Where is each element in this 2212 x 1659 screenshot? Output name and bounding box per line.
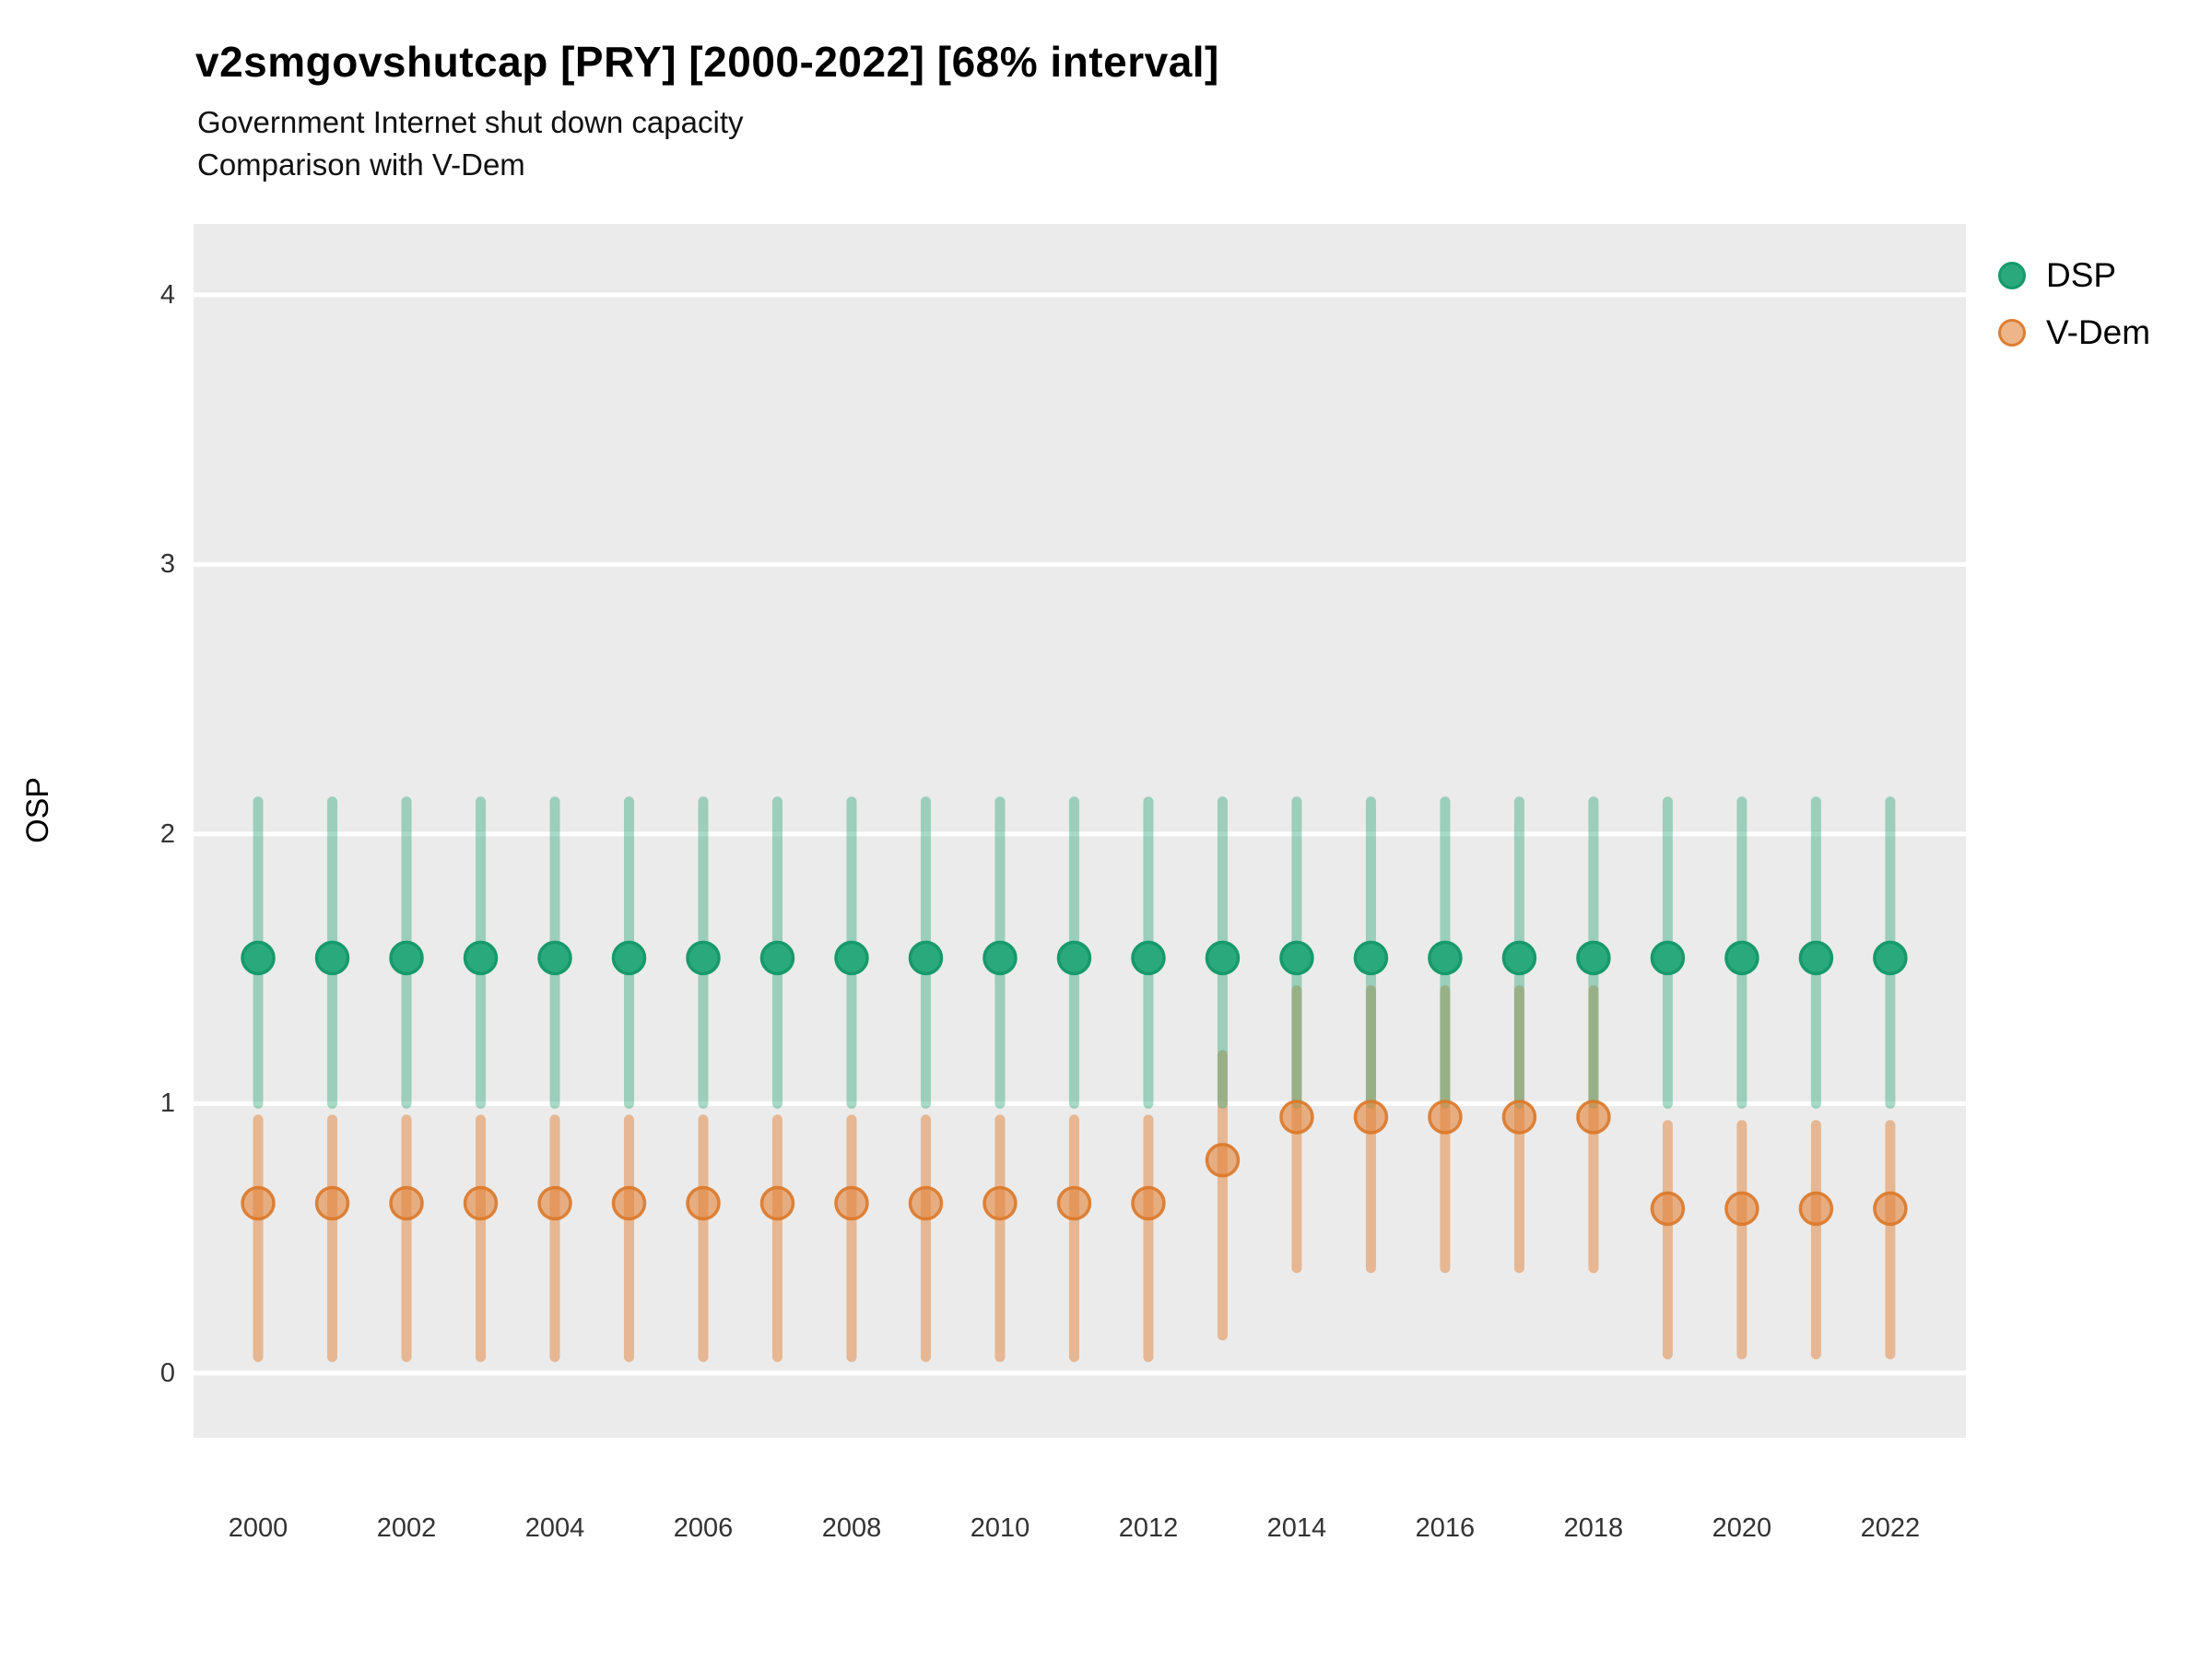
vdem-point-2008 [834, 1185, 869, 1221]
dsp-point-2016 [1428, 940, 1463, 976]
vdem-point-2010 [982, 1185, 1018, 1221]
y-tick-label-4: 4 [159, 279, 175, 310]
dsp-point-2022 [1873, 940, 1908, 976]
legend-label-dsp: DSP [2046, 256, 2117, 294]
x-tick-label-2004: 2004 [524, 1513, 585, 1543]
dsp-point-2013 [1205, 940, 1241, 976]
chart-title: v2smgovshutcap [PRY] [2000-2022] [68% in… [195, 38, 1219, 86]
vdem-point-2015 [1353, 1100, 1389, 1135]
dsp-point-2010 [982, 940, 1018, 976]
x-tick-label-2018: 2018 [1563, 1513, 1624, 1543]
vdem-point-2021 [1798, 1191, 1834, 1227]
dsp-point-2008 [834, 940, 869, 976]
dsp-point-2007 [759, 940, 795, 976]
dsp-point-2018 [1576, 940, 1611, 976]
vdem-point-2003 [463, 1185, 499, 1221]
x-tick-label-2002: 2002 [376, 1513, 437, 1543]
x-tick-label-2022: 2022 [1860, 1513, 1921, 1543]
legend-label-vdem: V-Dem [2046, 313, 2151, 351]
vdem-point-2005 [611, 1185, 647, 1221]
vdem-point-2012 [1131, 1185, 1166, 1221]
legend-item-vdem: V-Dem [1991, 304, 2208, 361]
vdem-point-2002 [389, 1185, 424, 1221]
y-tick-label-0: 0 [159, 1358, 175, 1388]
vdem-point-2022 [1873, 1191, 1908, 1227]
legend-item-dsp: DSP [1991, 247, 2208, 304]
chart-subtitle-line1: Government Internet shut down capacity [197, 105, 744, 139]
vdem-point-2013 [1205, 1143, 1241, 1178]
dsp-point-2020 [1724, 940, 1759, 976]
dsp-point-2005 [611, 940, 647, 976]
vdem-point-2014 [1279, 1100, 1314, 1135]
vdem-legend-marker-icon [1998, 319, 2026, 347]
dsp-point-2001 [314, 940, 350, 976]
vdem-point-2017 [1501, 1100, 1537, 1135]
chart-subtitle-line2: Comparison with V-Dem [197, 147, 525, 182]
x-tick-label-2014: 2014 [1266, 1513, 1327, 1543]
x-tick-label-2000: 2000 [228, 1513, 288, 1543]
vdem-point-2006 [686, 1185, 721, 1221]
dsp-point-2012 [1131, 940, 1166, 976]
dsp-point-2004 [537, 940, 572, 976]
vdem-point-2004 [537, 1185, 572, 1221]
x-tick-label-2010: 2010 [970, 1513, 1030, 1543]
vdem-point-2016 [1428, 1100, 1463, 1135]
legend: DSP V-Dem [1991, 247, 2208, 361]
dsp-point-2011 [1056, 940, 1092, 976]
vdem-point-2019 [1650, 1191, 1686, 1227]
x-tick-label-2020: 2020 [1712, 1513, 1772, 1543]
dsp-point-2017 [1501, 940, 1537, 976]
vdem-point-2007 [759, 1185, 795, 1221]
y-tick-label-1: 1 [159, 1088, 175, 1119]
x-tick-label-2008: 2008 [821, 1513, 882, 1543]
dsp-point-2019 [1650, 940, 1686, 976]
vdem-point-2009 [908, 1185, 944, 1221]
dsp-point-2003 [463, 940, 499, 976]
x-tick-label-2016: 2016 [1415, 1513, 1476, 1543]
y-tick-label-3: 3 [159, 549, 175, 580]
x-tick-label-2006: 2006 [673, 1513, 734, 1543]
dsp-point-2021 [1798, 940, 1834, 976]
vdem-point-2011 [1056, 1185, 1092, 1221]
dsp-point-2014 [1279, 940, 1314, 976]
vdem-point-2020 [1724, 1191, 1759, 1227]
dsp-point-2009 [908, 940, 944, 976]
vdem-point-2001 [314, 1185, 350, 1221]
vdem-point-2000 [241, 1185, 276, 1221]
dsp-legend-marker-icon [1998, 262, 2026, 289]
dsp-point-2006 [686, 940, 721, 976]
dsp-point-2002 [389, 940, 424, 976]
dsp-point-2000 [241, 940, 276, 976]
y-tick-label-2: 2 [159, 818, 175, 849]
x-tick-label-2012: 2012 [1118, 1513, 1179, 1543]
y-axis-title: OSP [20, 777, 55, 843]
vdem-point-2018 [1576, 1100, 1611, 1135]
dsp-point-2015 [1353, 940, 1389, 976]
